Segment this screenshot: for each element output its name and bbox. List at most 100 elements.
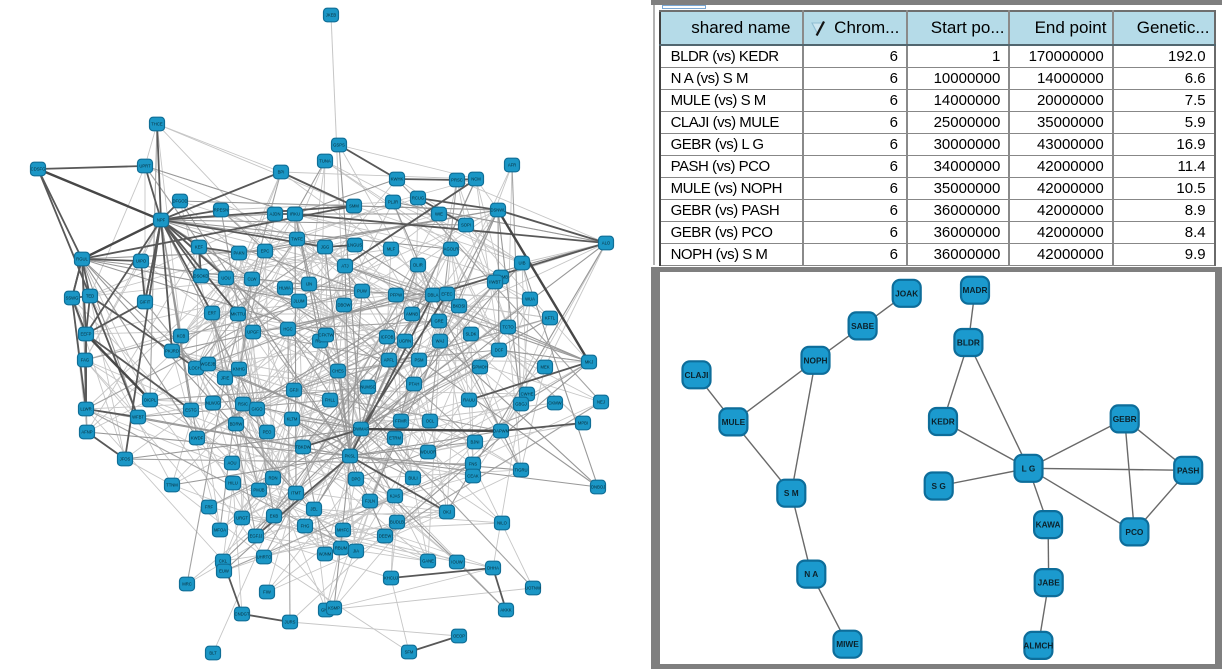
svg-text:CHES: CHES [332, 369, 344, 374]
svg-text:DPO: DPO [351, 477, 361, 482]
svg-text:TWFE: TWFE [291, 237, 303, 242]
svg-text:PMJB: PMJB [253, 488, 264, 493]
svg-text:NILO: NILO [497, 521, 508, 526]
svg-text:BJNI: BJNI [470, 440, 479, 445]
svg-text:WFBT: WFBT [132, 415, 144, 420]
svg-text:CFKTW: CFKTW [319, 333, 334, 338]
svg-text:OEOP: OEOP [453, 634, 465, 639]
svg-text:CLAJI: CLAJI [685, 369, 709, 379]
svg-text:SLDK: SLDK [466, 332, 477, 337]
svg-text:FFMR: FFMR [395, 419, 407, 424]
svg-text:PASH: PASH [1177, 465, 1199, 475]
svg-text:JLUM: JLUM [294, 299, 305, 304]
svg-text:PLJR: PLJR [388, 200, 398, 205]
svg-text:EEFP: EEFP [81, 332, 92, 337]
svg-text:FJLN: FJLN [365, 499, 375, 504]
svg-text:JFOS: JFOS [120, 457, 131, 462]
svg-text:EFEC: EFEC [441, 292, 452, 297]
svg-text:OCL: OCL [426, 419, 435, 424]
svg-text:JABE: JABE [1038, 577, 1061, 587]
svg-text:CKL: CKL [219, 559, 228, 564]
svg-text:KWDF: KWDF [191, 436, 204, 441]
svg-text:UIPO: UIPO [136, 259, 147, 264]
svg-text:HLWA: HLWA [279, 286, 291, 291]
svg-text:CWHE: CWHE [521, 392, 534, 397]
svg-text:JGG: JGG [321, 245, 330, 250]
svg-text:AMNB: AMNB [406, 312, 418, 317]
svg-text:RSIC: RSIC [238, 402, 248, 407]
svg-text:MPBI: MPBI [578, 421, 588, 426]
svg-text:SABE: SABE [851, 320, 875, 330]
svg-text:AFNP: AFNP [81, 430, 92, 435]
svg-text:BPI: BPI [278, 170, 285, 175]
svg-text:TUNA: TUNA [319, 159, 331, 164]
svg-text:HILU: HILU [228, 481, 238, 486]
svg-text:FNS: FNS [469, 462, 478, 467]
svg-text:PAKN: PAKN [233, 251, 244, 256]
svg-text:EPC: EPC [261, 249, 270, 254]
svg-text:BKDSI: BKDSI [453, 304, 466, 309]
svg-text:DCF: DCF [495, 348, 504, 353]
svg-text:DLIR: DLIR [413, 263, 423, 268]
svg-text:KFTL: KFTL [545, 316, 556, 321]
svg-text:PTAH: PTAH [409, 382, 420, 387]
svg-text:TBKDW: TBKDW [295, 445, 310, 450]
svg-text:ITMT: ITMT [291, 491, 301, 496]
svg-text:NOPH: NOPH [804, 355, 828, 365]
svg-text:MHFC: MHFC [337, 528, 349, 533]
svg-text:AGOLR: AGOLR [444, 247, 459, 252]
svg-text:MFOA: MFOA [214, 528, 226, 533]
svg-text:DSOKD: DSOKD [194, 274, 209, 279]
svg-text:DEEW: DEEW [379, 534, 392, 539]
svg-text:ICFOB: ICFOB [381, 335, 394, 340]
svg-text:OKJ: OKJ [443, 510, 451, 515]
svg-text:MADR: MADR [963, 285, 988, 295]
svg-text:TTNM: TTNM [166, 483, 178, 488]
svg-text:NCM: NCM [471, 177, 481, 182]
svg-text:WAJ: WAJ [436, 339, 445, 344]
svg-text:S M: S M [784, 488, 799, 498]
svg-text:EKB: EKB [270, 514, 279, 519]
svg-text:LLWR: LLWR [80, 407, 91, 412]
svg-text:CNDGT: CNDGT [235, 612, 250, 617]
svg-text:RBUM: RBUM [335, 546, 348, 551]
svg-text:UPGF: UPGF [247, 330, 259, 335]
svg-text:GFJI: GFJI [289, 388, 298, 393]
svg-text:KAWA: KAWA [1036, 519, 1061, 529]
svg-text:TIGRU: TIGRU [514, 468, 527, 473]
svg-text:S G: S G [932, 481, 946, 491]
svg-text:KJAS: KJAS [390, 494, 401, 499]
svg-text:N A: N A [804, 569, 818, 579]
svg-text:DBOW: DBOW [337, 303, 350, 308]
svg-text:NUMSC: NUMSC [360, 385, 375, 390]
svg-text:UGRN: UGRN [399, 339, 411, 344]
svg-text:RDN: RDN [268, 476, 277, 481]
svg-text:PUW: PUW [357, 289, 367, 294]
svg-text:CLW: CLW [248, 277, 257, 282]
svg-text:KEDR: KEDR [931, 416, 955, 426]
svg-text:GANE: GANE [422, 559, 434, 564]
svg-text:UOU: UOU [221, 276, 230, 281]
svg-text:UOTNW: UOTNW [525, 586, 541, 591]
svg-text:PCO: PCO [1125, 526, 1144, 536]
svg-text:GBGJ: GBGJ [515, 402, 526, 407]
svg-text:RPESN: RPESN [214, 208, 228, 213]
svg-text:GPMOH: GPMOH [472, 365, 488, 370]
svg-text:THCE: THCE [151, 122, 163, 127]
svg-text:AFR: AFR [508, 163, 516, 168]
svg-text:FAG: FAG [81, 358, 89, 363]
svg-text:WDUOR: WDUOR [420, 450, 436, 455]
svg-text:MEK: MEK [540, 365, 549, 370]
svg-text:FIW: FIW [263, 590, 271, 595]
svg-text:KSMP: KSMP [328, 606, 340, 611]
svg-text:SFM: SFM [405, 650, 414, 655]
svg-text:WJNM: WJNM [319, 552, 332, 557]
svg-text:KEF: KEF [195, 245, 204, 250]
svg-text:IIWBT: IIWBT [489, 280, 501, 285]
svg-text:SMM: SMM [349, 204, 359, 209]
svg-text:GSPS: GSPS [333, 143, 345, 148]
svg-text:NPF: NPF [157, 218, 166, 223]
svg-text:MULE: MULE [722, 416, 746, 426]
svg-text:OAPWM: OAPWM [493, 429, 510, 434]
svg-text:LNGUS: LNGUS [348, 243, 363, 248]
